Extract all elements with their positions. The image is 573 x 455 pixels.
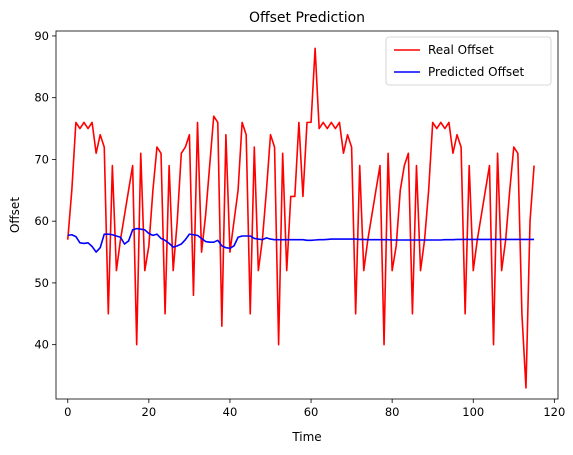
legend-label: Predicted Offset (428, 65, 524, 79)
series-line-predicted-offset (67, 227, 535, 253)
x-tick-label: 40 (223, 405, 238, 419)
x-tick-label: 0 (64, 405, 71, 419)
x-tick-label: 20 (142, 405, 157, 419)
y-tick-label: 40 (34, 338, 49, 352)
y-tick-label: 80 (34, 91, 49, 105)
chart-title: Offset Prediction (249, 10, 365, 26)
series-line-real-offset (66, 47, 535, 389)
plot-frame (55, 30, 559, 400)
x-axis: 0 20 40 60 80 100 120 (64, 399, 565, 419)
x-tick-label: 60 (304, 405, 319, 419)
plot-area (66, 47, 535, 389)
y-tick-label: 50 (34, 276, 49, 290)
x-axis-label: Time (291, 430, 321, 444)
x-tick-label: 120 (543, 405, 565, 419)
y-tick-label: 60 (34, 214, 49, 228)
y-axis: 40 50 60 70 80 90 (34, 29, 56, 352)
legend-box (385, 36, 552, 86)
x-tick-label: 100 (462, 405, 484, 419)
legend: Real Offset Predicted Offset (385, 36, 552, 86)
y-tick-label: 90 (34, 29, 49, 43)
legend-label: Real Offset (428, 43, 494, 57)
x-tick-label: 80 (385, 405, 400, 419)
y-tick-label: 70 (34, 152, 49, 166)
y-axis-label: Offset (8, 197, 22, 233)
